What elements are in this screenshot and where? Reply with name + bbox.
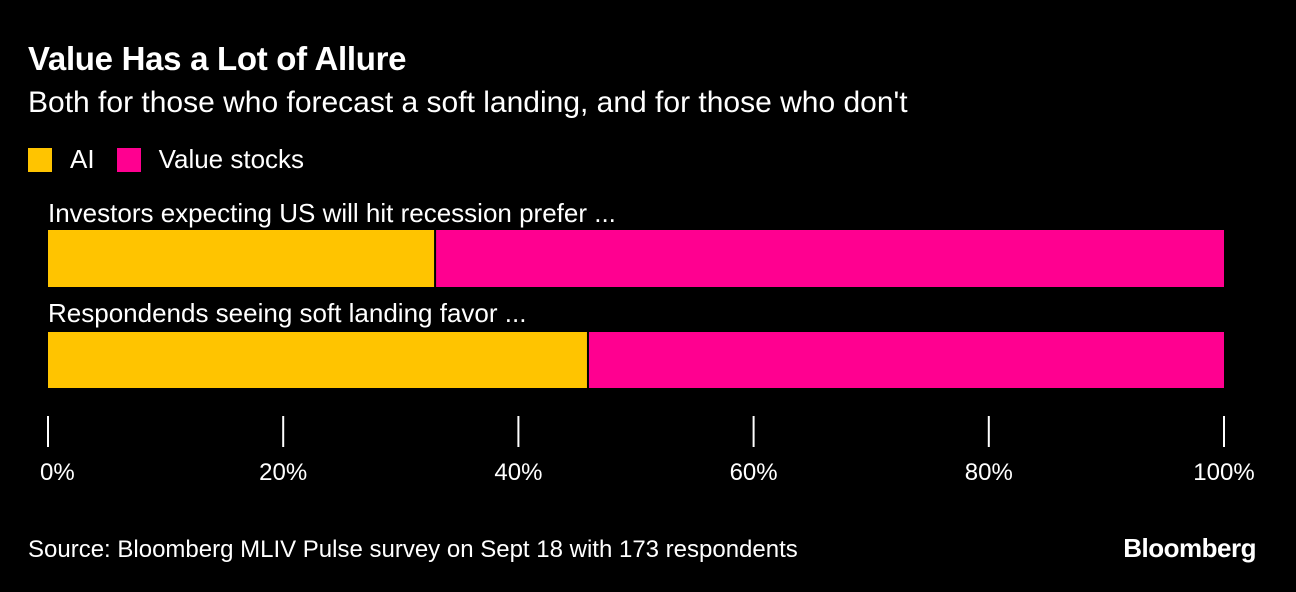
legend-label-ai: AI bbox=[70, 144, 95, 174]
x-tick-label: 100% bbox=[1193, 459, 1254, 486]
category-label: Investors expecting US will hit recessio… bbox=[48, 198, 616, 228]
legend-swatch-ai bbox=[28, 147, 52, 172]
bar-value-stocks bbox=[436, 230, 1225, 287]
chart-subtitle: Both for those who forecast a soft landi… bbox=[28, 86, 908, 119]
x-tick-label: 80% bbox=[965, 459, 1013, 486]
bloomberg-logo: Bloomberg bbox=[1123, 533, 1256, 563]
category-label: Respondends seeing soft landing favor ..… bbox=[48, 298, 526, 328]
x-tick-label: 40% bbox=[494, 459, 542, 486]
bar-ai bbox=[48, 332, 587, 388]
legend-label-value-stocks: Value stocks bbox=[158, 144, 305, 174]
source-note: Source: Bloomberg MLIV Pulse survey on S… bbox=[28, 536, 798, 563]
legend-swatch-value-stocks bbox=[116, 147, 141, 172]
x-tick-label: 60% bbox=[730, 459, 778, 486]
bar-value-stocks bbox=[588, 332, 1224, 388]
chart-title: Value Has a Lot of Allure bbox=[28, 40, 407, 77]
x-tick-label: 0% bbox=[40, 459, 75, 486]
legend: AI Value stocks bbox=[28, 144, 326, 175]
legend-item-ai: AI bbox=[28, 144, 95, 175]
legend-item-value-stocks: Value stocks bbox=[116, 144, 305, 175]
x-tick-label: 20% bbox=[259, 459, 307, 486]
bar-ai bbox=[48, 230, 435, 287]
